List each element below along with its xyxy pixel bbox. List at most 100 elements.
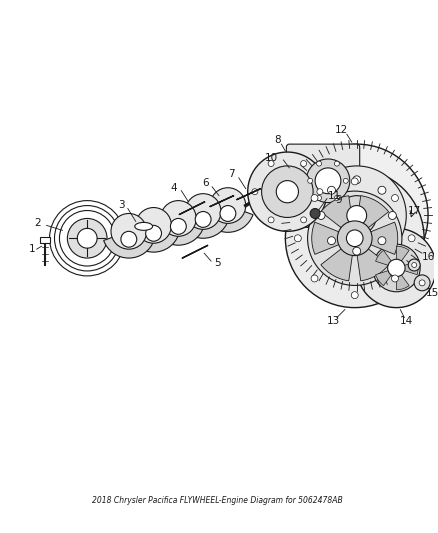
Text: 6: 6 <box>202 178 208 188</box>
Wedge shape <box>128 225 179 252</box>
Circle shape <box>307 191 402 286</box>
Circle shape <box>248 152 327 231</box>
Circle shape <box>347 206 367 225</box>
Circle shape <box>276 181 298 203</box>
Text: 7: 7 <box>229 169 235 179</box>
Circle shape <box>353 247 360 255</box>
Circle shape <box>136 207 171 243</box>
Circle shape <box>419 280 425 286</box>
Circle shape <box>317 212 325 220</box>
Circle shape <box>268 160 274 166</box>
FancyBboxPatch shape <box>286 144 360 228</box>
Text: 13: 13 <box>326 317 339 327</box>
Circle shape <box>195 212 211 228</box>
Wedge shape <box>376 251 396 268</box>
Circle shape <box>49 200 125 276</box>
Text: 2: 2 <box>34 219 41 229</box>
Circle shape <box>351 178 358 185</box>
Wedge shape <box>396 246 409 268</box>
Circle shape <box>54 206 120 271</box>
Circle shape <box>111 214 147 249</box>
Text: 2018 Chrysler Pacifica FLYWHEEL-Engine Diagram for 5062478AB: 2018 Chrysler Pacifica FLYWHEEL-Engine D… <box>92 496 343 505</box>
Circle shape <box>146 225 162 241</box>
Circle shape <box>311 275 318 282</box>
Circle shape <box>343 179 348 183</box>
Text: 15: 15 <box>425 288 438 298</box>
Circle shape <box>351 292 358 298</box>
Circle shape <box>317 161 321 166</box>
Text: 12: 12 <box>335 125 349 135</box>
Circle shape <box>300 217 307 223</box>
Wedge shape <box>355 222 398 254</box>
Circle shape <box>335 161 339 166</box>
Circle shape <box>388 259 405 277</box>
Circle shape <box>310 208 320 219</box>
Bar <box>39 237 49 243</box>
Circle shape <box>378 186 386 194</box>
Circle shape <box>328 186 336 194</box>
Circle shape <box>317 196 321 200</box>
Circle shape <box>337 196 377 235</box>
Wedge shape <box>355 196 389 238</box>
Circle shape <box>328 237 336 245</box>
Circle shape <box>392 275 399 282</box>
Circle shape <box>77 228 97 248</box>
Circle shape <box>286 169 424 308</box>
Circle shape <box>60 211 115 266</box>
Circle shape <box>373 244 420 292</box>
Circle shape <box>307 179 313 183</box>
Circle shape <box>408 235 415 242</box>
Text: 8: 8 <box>274 135 281 145</box>
Text: 9: 9 <box>336 195 342 205</box>
Circle shape <box>315 168 341 193</box>
Circle shape <box>392 195 399 201</box>
Circle shape <box>261 166 313 217</box>
Circle shape <box>408 259 420 271</box>
Circle shape <box>335 196 339 200</box>
Text: 16: 16 <box>421 252 434 262</box>
Circle shape <box>357 228 436 308</box>
Circle shape <box>121 231 137 247</box>
Wedge shape <box>376 268 396 286</box>
Circle shape <box>286 144 428 287</box>
Text: 11: 11 <box>328 191 342 200</box>
Wedge shape <box>178 212 228 238</box>
Circle shape <box>67 219 107 258</box>
Wedge shape <box>321 196 355 238</box>
Circle shape <box>252 189 258 195</box>
Circle shape <box>210 188 246 223</box>
Wedge shape <box>396 268 409 290</box>
Circle shape <box>412 263 417 268</box>
Circle shape <box>170 219 186 235</box>
Text: 5: 5 <box>215 258 221 268</box>
Wedge shape <box>104 231 154 258</box>
Circle shape <box>300 160 307 166</box>
Circle shape <box>268 217 274 223</box>
Text: 4: 4 <box>170 183 177 193</box>
Circle shape <box>414 275 430 291</box>
Wedge shape <box>203 206 253 232</box>
Wedge shape <box>355 238 389 281</box>
Circle shape <box>346 230 363 247</box>
Wedge shape <box>153 219 204 245</box>
Circle shape <box>294 235 301 242</box>
Text: 17: 17 <box>408 206 421 215</box>
Wedge shape <box>312 222 355 254</box>
Ellipse shape <box>135 222 152 230</box>
Text: 10: 10 <box>265 153 278 163</box>
Circle shape <box>389 212 396 220</box>
Circle shape <box>306 159 350 203</box>
Circle shape <box>317 189 323 195</box>
Circle shape <box>353 176 360 184</box>
Text: 14: 14 <box>399 317 413 327</box>
Circle shape <box>185 193 221 229</box>
Text: 1: 1 <box>28 244 35 254</box>
Circle shape <box>378 237 386 245</box>
Circle shape <box>311 195 318 201</box>
Wedge shape <box>396 261 418 274</box>
Wedge shape <box>321 238 355 281</box>
Text: 3: 3 <box>119 199 125 209</box>
Circle shape <box>337 221 372 256</box>
Circle shape <box>220 206 236 221</box>
Circle shape <box>160 200 196 236</box>
